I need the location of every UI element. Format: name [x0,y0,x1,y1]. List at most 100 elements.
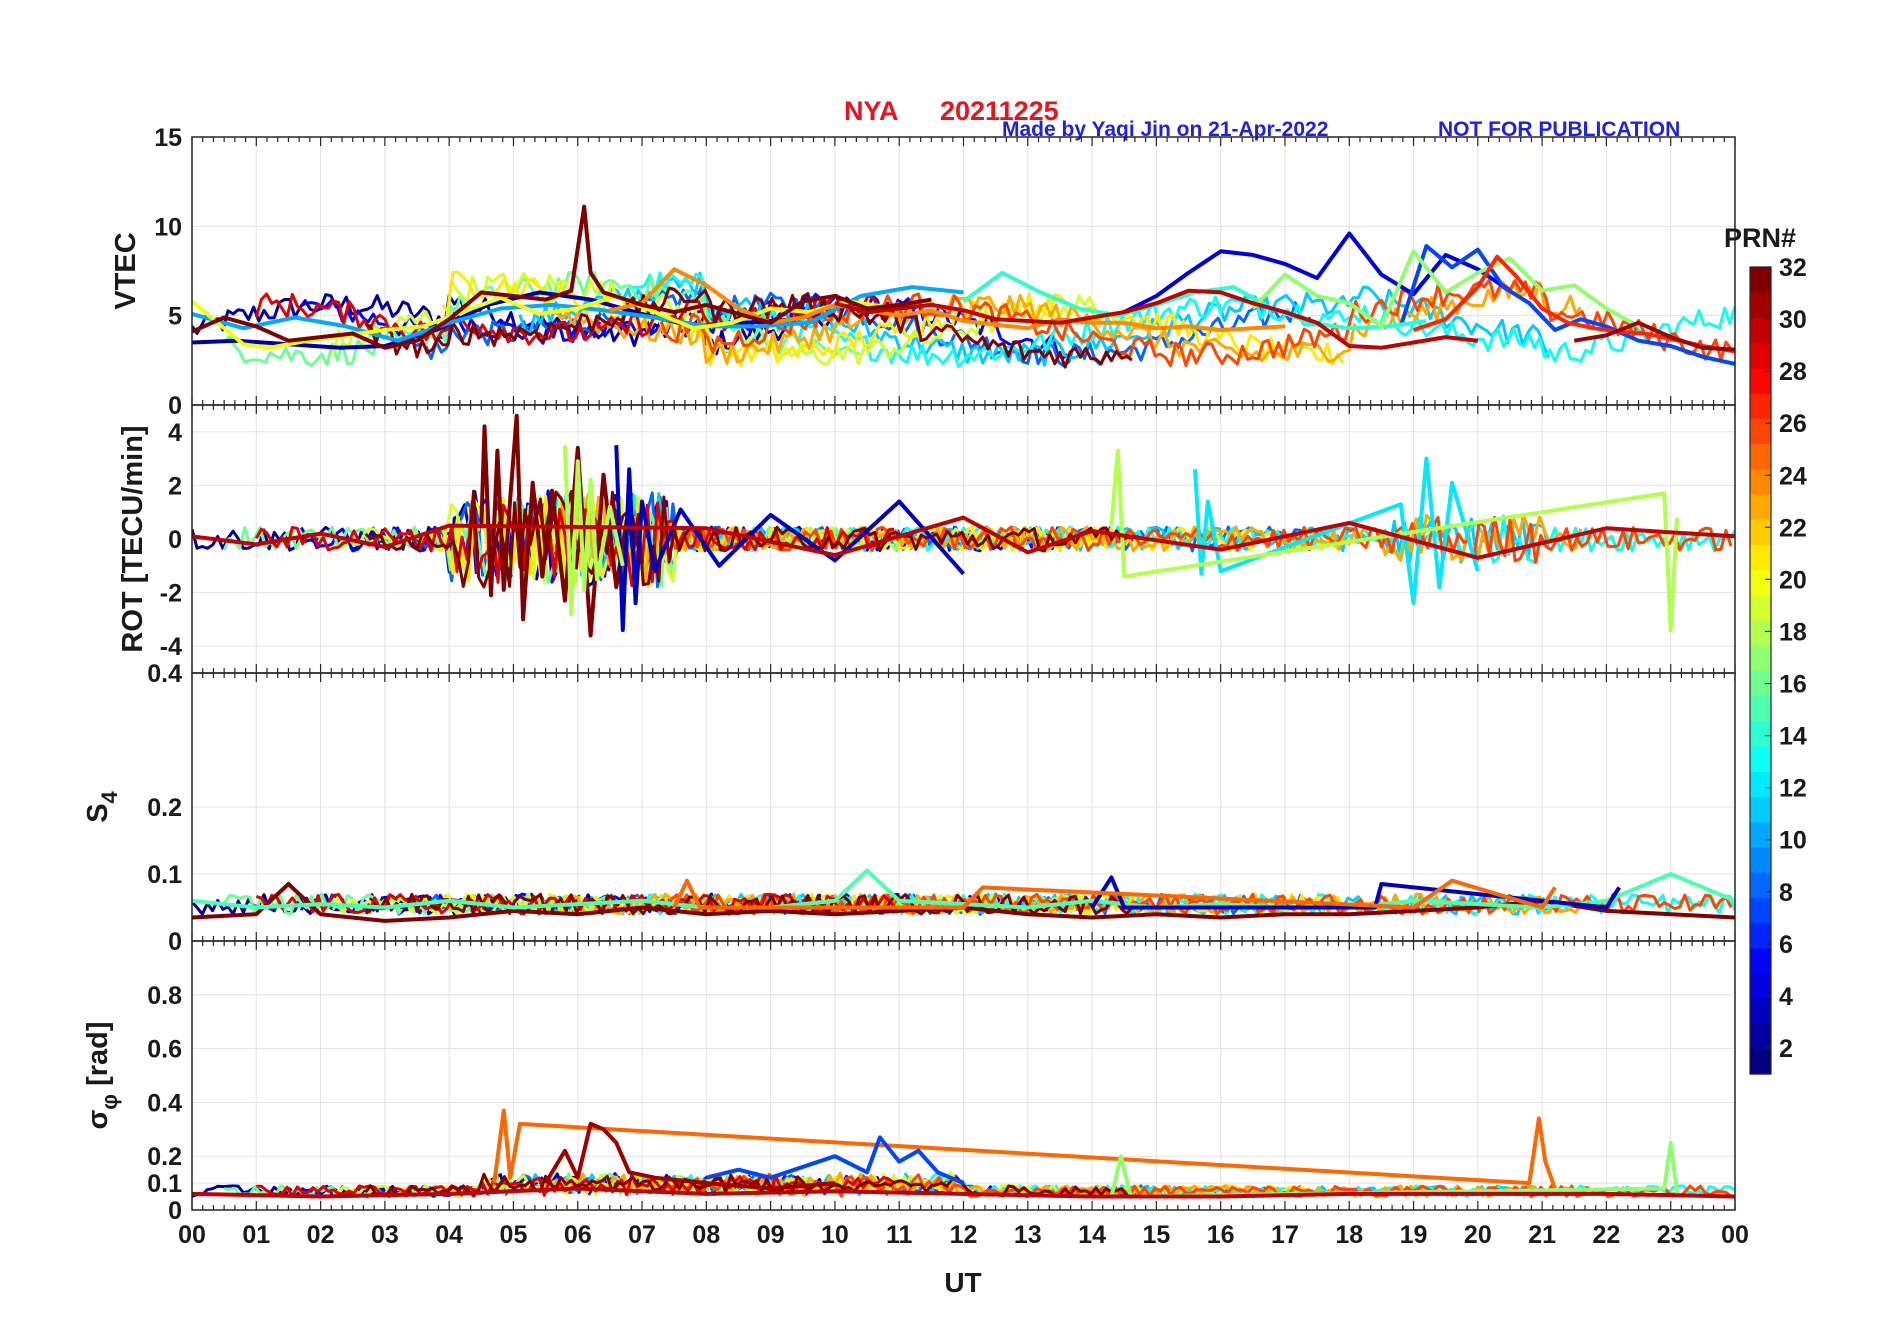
colorbar-segment [1750,367,1771,394]
series-line-prn-4 [1123,231,1512,314]
x-tick-label: 14 [1078,1221,1106,1249]
x-tick-label: 00 [1721,1221,1749,1249]
y-tick-label: 0 [168,928,182,956]
y-tick-label: 0 [168,1197,182,1225]
x-tick-label: 19 [1400,1221,1428,1249]
y-axis-label-vtec: VTEC [110,232,142,309]
texture-trace-prn [628,271,1735,369]
colorbar-segment [1750,922,1771,949]
colorbar-tick-label: 22 [1779,514,1807,542]
colorbar-segment [1750,393,1771,419]
texture-trace-prn [192,293,832,356]
x-tick-label: 12 [950,1221,978,1249]
x-tick-label: 11 [886,1221,913,1249]
colorbar-segment [1750,569,1771,596]
series-line-prn-12 [1193,456,1480,606]
y-tick-label: -2 [160,580,182,608]
x-tick-label: 01 [242,1221,270,1249]
y-tick-label: 0.2 [147,1143,182,1171]
panel-sigma: 00.10.2 0.4 0.6 0.8 σφ [rad] [82,940,1736,1225]
x-tick-label: 10 [821,1221,849,1249]
y-tick-label: 0.4 [147,1089,182,1117]
y-axis-label-rot: ROT [TECU/min] [117,425,149,652]
date-title: 20211225 [940,96,1059,126]
x-tick-label: 00 [178,1221,206,1249]
colorbar-frame [1749,266,1772,1075]
series-line-prn-32 [192,204,932,350]
colorbar-segment [1750,1023,1771,1050]
colorbar-segment [1750,267,1771,293]
colorbar-segment [1750,468,1771,495]
colorbar-segment [1750,998,1771,1025]
texture-trace-prn [659,278,1733,368]
y-axis-label-s4: S4 [82,790,122,822]
panel-rot: -4 -2 0 2 4 ROT [TECU/min] [117,404,1736,674]
y-tick-label: 0.4 [147,660,182,688]
colorbar-segment [1750,1048,1771,1075]
colorbar-tick-label: 32 [1779,254,1807,282]
x-tick-label: 16 [1207,1221,1235,1249]
x-tick-label: 15 [1142,1221,1170,1249]
publication-notice: NOT FOR PUBLICATION [1438,118,1680,141]
colorbar-segment [1750,317,1771,344]
y-tick-label: 0 [168,526,182,554]
series-line-prn-20 [192,294,887,350]
colorbar-segment [1750,720,1771,747]
colorbar-tick-label: 2 [1779,1035,1793,1063]
series-group [192,413,1735,638]
colorbar-tick-label: 28 [1779,358,1807,386]
panel-s4: 0 0.1 0.2 0.4 S4 [82,660,1736,956]
colorbar-segment [1750,544,1771,571]
x-tick-label: 05 [500,1221,528,1249]
texture-trace-prn [364,892,1134,916]
colorbar-segment [1750,670,1771,697]
colorbar-segment [1750,645,1771,672]
colorbar-segment [1750,519,1771,546]
colorbar-tick-label: 4 [1779,983,1793,1011]
x-tick-label: 18 [1335,1221,1363,1249]
texture-trace-prn [332,1171,1102,1198]
x-tick-labels: 00 01 02 03 04 05 06 07 08 09 10 11 12 13 14 15 16 17 18 19… [178,1221,1749,1249]
texture-trace-prn [333,494,1102,589]
x-tick-label: 23 [1657,1221,1685,1249]
colorbar-tick-label: 10 [1779,827,1807,855]
series-line-prn-7 [1398,244,1735,366]
x-axis-label: UT [944,1267,981,1298]
colorbar-segment [1750,620,1771,646]
colorbar-segment [1750,847,1771,873]
colorbar-segment [1750,746,1771,772]
x-tick-label: 06 [564,1221,592,1249]
series-line-prn-25 [672,878,1557,910]
x-tick-label: 08 [692,1221,720,1249]
colorbar-tick-label: 6 [1779,931,1793,959]
series-line-prn-30 [192,1186,1735,1199]
series-line-prn-17 [1251,249,1640,329]
y-tick-label: 4 [168,419,182,447]
colorbar-segment [1750,796,1771,823]
colorbar-tick-label: 24 [1779,462,1807,490]
colorbar-tick-label: 12 [1779,775,1807,803]
colorbar-tick-label: 30 [1779,306,1807,334]
series-line-prn-25 [492,1108,1557,1190]
colorbar-tick-label: 18 [1779,618,1807,646]
colorbar-segment [1750,292,1771,319]
series-line-prn-24 [609,267,1286,332]
y-tick-label: 0.1 [147,861,182,889]
y-tick-label: 0.1 [147,1170,182,1198]
colorbar-segment [1750,947,1771,974]
colorbar-tick-label: 8 [1779,879,1793,907]
y-axis-label-sigma: σφ [rad] [82,1021,122,1129]
y-tick-label: 0.6 [147,1036,182,1064]
y-tick-label: -4 [160,633,182,661]
colorbar-segment [1750,897,1771,924]
made-by-note: Made by Yaqi Jin on 21-Apr-2022 [1002,118,1328,141]
colorbar-segment [1750,973,1771,999]
y-tick-label: 0.2 [147,794,182,822]
series-group [192,868,1735,923]
colorbar-tick-label: 14 [1779,723,1807,751]
x-tick-label: 13 [1014,1221,1042,1249]
colorbar-segment [1750,821,1771,848]
colorbar-segment [1750,493,1771,520]
